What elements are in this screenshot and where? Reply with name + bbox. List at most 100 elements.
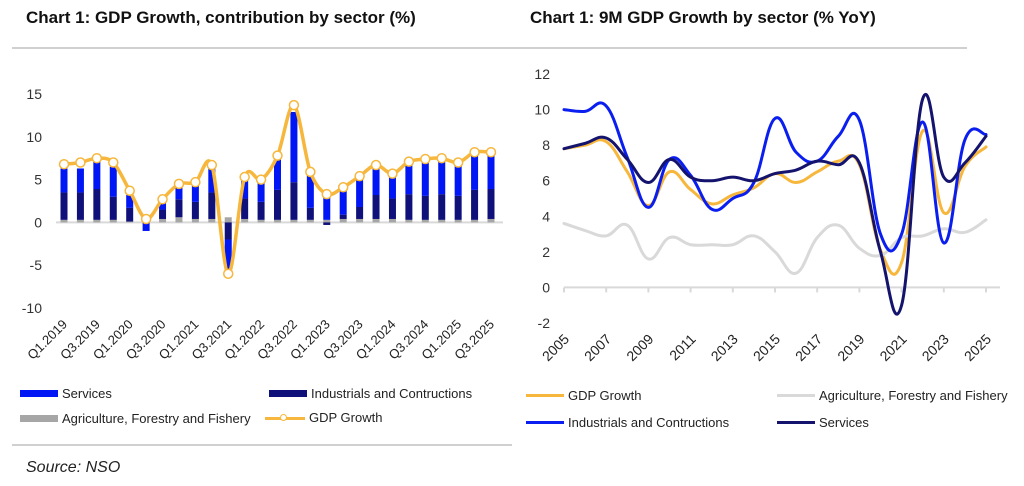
gdp-growth-marker xyxy=(321,188,333,200)
legend-item-agriculture: Agriculture, Forestry and Fishery xyxy=(777,388,1008,403)
gdp-growth-marker xyxy=(222,268,234,280)
legend-label: Industrials and Contructions xyxy=(568,415,730,430)
gdp-growth-marker xyxy=(239,171,250,183)
x-tick-label: 2009 xyxy=(623,331,656,364)
line-industrials xyxy=(562,101,988,253)
x-tick-label: 2007 xyxy=(581,331,614,364)
x-tick-label: 2017 xyxy=(792,331,825,364)
gdp-growth-marker xyxy=(255,174,267,185)
gdp-growth-marker xyxy=(173,178,185,190)
bar-industrials xyxy=(356,206,364,219)
legend-label: Agriculture, Forestry and Fishery xyxy=(62,411,251,426)
bar-industrials xyxy=(257,201,265,220)
bar-agriculture xyxy=(257,219,265,223)
legend-item-gdp-growth: GDP Growth xyxy=(526,388,641,403)
legend-label: GDP Growth xyxy=(309,410,383,425)
bar-agriculture xyxy=(356,218,364,223)
bar-services xyxy=(487,155,495,190)
legend-label: Services xyxy=(62,386,112,401)
bar-services xyxy=(76,168,84,193)
y-tick-label: -5 xyxy=(30,257,43,273)
line-agriculture xyxy=(562,218,988,275)
y-tick-label: 5 xyxy=(34,172,42,188)
legend-swatch-industrials xyxy=(269,390,307,397)
gdp-growth-marker xyxy=(354,170,365,182)
legend-item-agriculture: Agriculture, Forestry and Fishery xyxy=(20,411,251,426)
y-tick-label: 12 xyxy=(534,66,550,82)
y-tick-label: 0 xyxy=(542,279,550,295)
gdp-growth-marker xyxy=(452,157,464,168)
gdp-growth-marker xyxy=(108,157,119,168)
bar-agriculture xyxy=(76,219,84,223)
bar-services xyxy=(257,179,265,202)
legend-item-services: Services xyxy=(20,386,112,401)
y-tick-label: 6 xyxy=(542,173,550,189)
gdp-growth-marker xyxy=(124,185,135,196)
gdp-growth-marker xyxy=(91,152,103,164)
legend-swatch-gdp-growth xyxy=(265,413,305,423)
y-tick-label: 8 xyxy=(542,137,550,153)
gdp-growth-marker xyxy=(206,159,218,171)
bar-services xyxy=(274,155,281,190)
gdp-growth-marker xyxy=(190,176,201,188)
x-tick-label: 2015 xyxy=(750,331,783,364)
bar-agriculture xyxy=(274,219,281,223)
legend-item-services: Services xyxy=(777,415,869,430)
bar-industrials xyxy=(241,198,249,219)
bar-agriculture xyxy=(60,219,68,223)
bar-industrials xyxy=(224,222,232,240)
bar-agriculture xyxy=(191,218,199,223)
y-tick-label: 10 xyxy=(534,102,550,118)
gdp-growth-marker xyxy=(403,156,415,167)
bar-agriculture xyxy=(388,218,396,223)
bar-agriculture xyxy=(175,217,183,223)
y-tick-label: 0 xyxy=(34,214,42,230)
gdp-growth-line xyxy=(63,103,492,276)
bar-industrials xyxy=(405,194,413,220)
bar-services xyxy=(126,195,134,208)
bar-industrials xyxy=(109,196,117,220)
legend-item-industrials: Industrials and Contructions xyxy=(526,415,729,430)
line-services xyxy=(562,93,988,316)
bar-services xyxy=(454,165,462,196)
bar-services xyxy=(60,168,68,193)
bar-industrials xyxy=(274,189,281,220)
bar-services xyxy=(471,154,479,190)
bar-industrials xyxy=(60,192,68,220)
bar-industrials xyxy=(487,189,495,219)
bar-agriculture xyxy=(487,218,495,223)
x-tick-label: 2011 xyxy=(666,331,699,364)
legend-swatch-services xyxy=(20,390,58,397)
y-tick-label: -10 xyxy=(22,300,42,316)
y-tick-label: 4 xyxy=(542,208,550,224)
bar-industrials xyxy=(471,189,479,220)
bar-industrials xyxy=(372,195,380,219)
gdp-growth-marker xyxy=(469,146,480,158)
bar-services xyxy=(191,182,199,202)
bar-agriculture xyxy=(372,218,380,223)
bar-agriculture xyxy=(421,219,429,223)
bar-services xyxy=(175,184,183,200)
bar-services xyxy=(405,164,413,195)
gdp-growth-marker xyxy=(75,157,86,168)
bar-services xyxy=(323,190,331,220)
bar-industrials xyxy=(126,207,134,222)
bar-industrials xyxy=(306,207,314,220)
bar-agriculture xyxy=(454,219,462,223)
chart1-title: Chart 1: GDP Growth, contribution by sec… xyxy=(26,8,416,27)
bar-agriculture xyxy=(126,221,134,223)
bar-services xyxy=(142,222,150,231)
bar-industrials xyxy=(454,195,462,220)
bar-agriculture xyxy=(208,218,216,223)
source-note: Source: NSO xyxy=(26,459,121,476)
bar-industrials xyxy=(421,195,429,220)
footer-rule xyxy=(12,444,512,446)
bar-industrials xyxy=(290,182,298,220)
bar-agriculture xyxy=(290,219,298,223)
gdp-growth-marker xyxy=(140,213,152,225)
x-tick-label: 2005 xyxy=(539,331,572,364)
bar-services xyxy=(93,161,101,190)
legend-swatch-gdp-growth xyxy=(526,394,564,397)
legend-swatch-agriculture xyxy=(777,394,815,397)
